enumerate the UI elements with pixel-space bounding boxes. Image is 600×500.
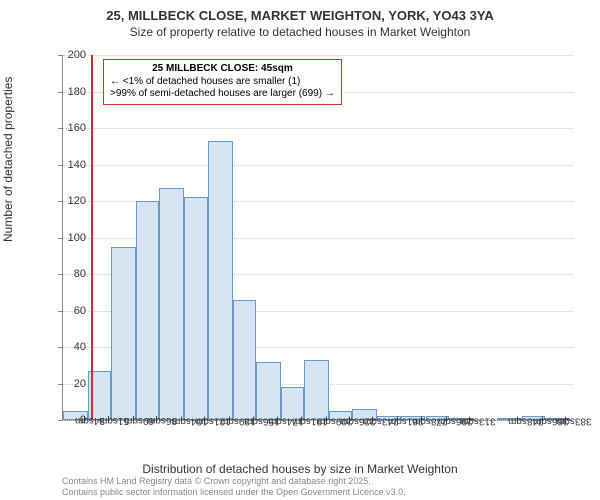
reference-line <box>91 55 93 420</box>
x-axis-label: Distribution of detached houses by size … <box>0 462 600 476</box>
y-tick-label: 120 <box>56 195 86 207</box>
histogram-bar <box>136 201 159 420</box>
gridline <box>63 55 573 56</box>
chart-title: 25, MILLBECK CLOSE, MARKET WEIGHTON, YOR… <box>0 0 600 25</box>
info-box: 25 MILLBECK CLOSE: 45sqm← <1% of detache… <box>103 59 342 105</box>
y-tick-label: 200 <box>56 49 86 61</box>
y-tick-label: 20 <box>56 378 86 390</box>
histogram-bar <box>111 247 136 420</box>
histogram-bar <box>256 362 281 420</box>
info-box-title: 25 MILLBECK CLOSE: 45sqm <box>110 63 335 76</box>
y-tick-label: 40 <box>56 341 86 353</box>
footer-attribution: Contains HM Land Registry data © Crown c… <box>62 476 406 498</box>
histogram-bar <box>208 141 233 420</box>
footer-line2: Contains public sector information licen… <box>62 487 406 498</box>
y-tick-label: 160 <box>56 122 86 134</box>
gridline <box>63 128 573 129</box>
histogram-bar <box>184 197 207 420</box>
y-tick-label: 180 <box>56 86 86 98</box>
y-tick-label: 140 <box>56 159 86 171</box>
info-box-smaller: ← <1% of detached houses are smaller (1) <box>110 76 335 89</box>
histogram-bar <box>304 360 329 420</box>
chart-subtitle: Size of property relative to detached ho… <box>0 25 600 43</box>
plot-area: 25 MILLBECK CLOSE: 45sqm← <1% of detache… <box>62 55 573 421</box>
chart-container: 25, MILLBECK CLOSE, MARKET WEIGHTON, YOR… <box>0 0 600 500</box>
gridline <box>63 165 573 166</box>
y-axis-label: Number of detached properties <box>1 77 15 242</box>
info-box-larger: >99% of semi-detached houses are larger … <box>110 88 335 101</box>
y-tick-label: 60 <box>56 305 86 317</box>
histogram-bar <box>233 300 256 420</box>
y-tick-label: 100 <box>56 232 86 244</box>
histogram-bar <box>159 188 184 420</box>
y-tick-label: 80 <box>56 268 86 280</box>
footer-line1: Contains HM Land Registry data © Crown c… <box>62 476 406 487</box>
